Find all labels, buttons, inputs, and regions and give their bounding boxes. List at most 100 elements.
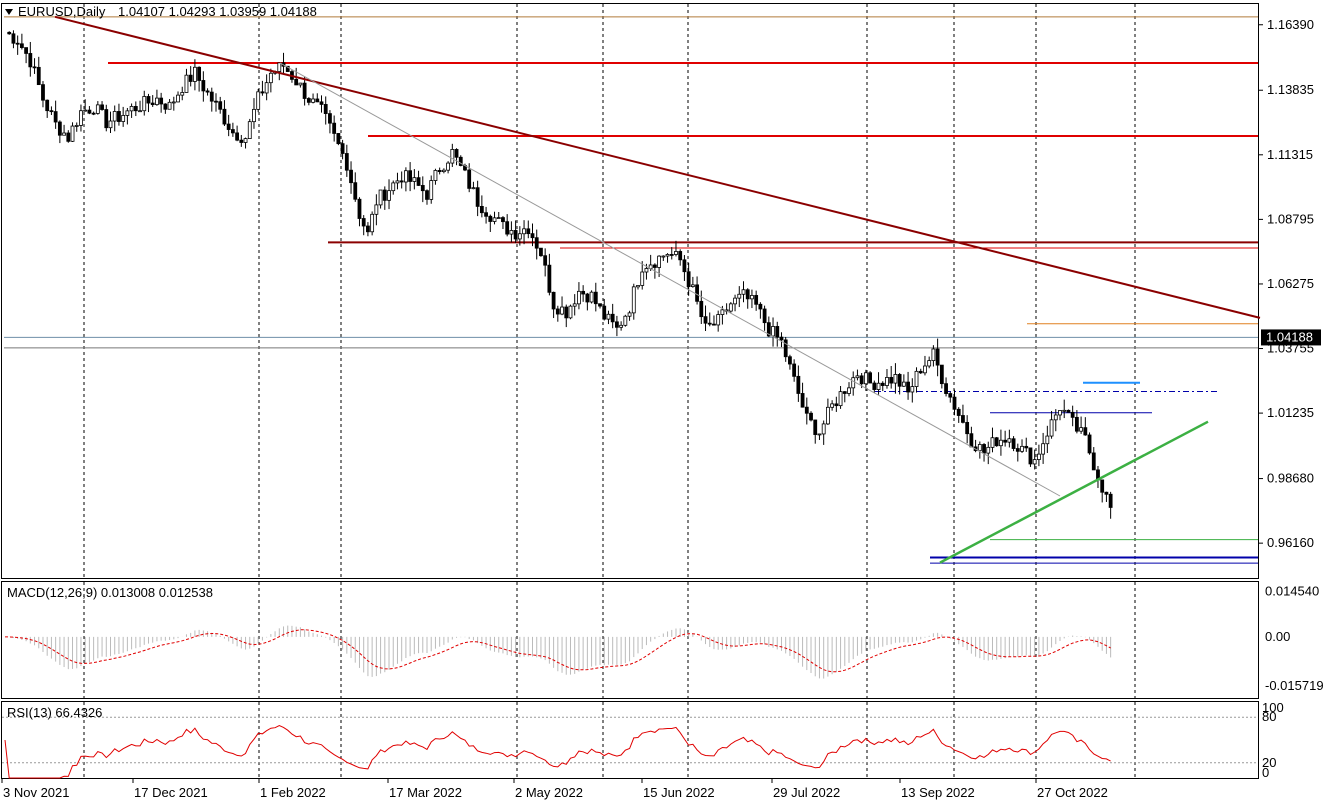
candle-body xyxy=(956,408,961,416)
candle-body xyxy=(615,321,619,328)
current-price-label: 1.04188 xyxy=(1266,329,1313,344)
candle-body xyxy=(446,162,451,171)
candle-body xyxy=(1037,453,1041,460)
candle-body xyxy=(1015,448,1020,452)
main-panel-frame xyxy=(1,3,1259,579)
candle-body xyxy=(387,190,391,201)
candle-body xyxy=(581,290,586,295)
candle-body xyxy=(150,102,155,106)
candle-body xyxy=(121,115,126,122)
candle-body xyxy=(897,374,902,387)
candle-body xyxy=(328,113,332,124)
candle-body xyxy=(108,120,113,129)
candle-body xyxy=(429,180,434,200)
candle-body xyxy=(885,377,889,386)
candle-body xyxy=(36,66,41,86)
price-tick-label: 1.06275 xyxy=(1267,276,1314,291)
candle-body xyxy=(817,433,822,436)
rsi-panel-frame xyxy=(1,701,1259,779)
candle-body xyxy=(138,110,142,113)
candle-body xyxy=(95,104,100,114)
candle-body xyxy=(437,170,442,173)
candle-body xyxy=(598,303,602,307)
candle-body xyxy=(712,323,716,326)
candle-body xyxy=(361,218,366,227)
candle-body xyxy=(754,295,759,305)
rsi-series xyxy=(2,716,1258,779)
candle-body xyxy=(804,406,809,414)
candle-body xyxy=(488,215,493,222)
candle-body xyxy=(53,111,58,123)
candle-body xyxy=(66,132,71,142)
triangle-down-icon[interactable] xyxy=(5,9,13,15)
candle-body xyxy=(906,381,910,393)
candle-body xyxy=(733,297,737,305)
candle-body xyxy=(707,322,712,325)
candle-body xyxy=(923,365,927,374)
candle-body xyxy=(366,225,370,233)
candle-body xyxy=(589,291,594,303)
candle-body xyxy=(517,233,522,240)
candle-body xyxy=(741,289,746,295)
trend-lines xyxy=(54,15,1261,564)
candle-body xyxy=(610,313,615,323)
candle-body xyxy=(631,286,636,314)
candle-body xyxy=(847,387,851,394)
time-tick-label: 2 May 2022 xyxy=(515,785,583,800)
candle-body xyxy=(640,271,645,286)
candle-body xyxy=(142,96,147,112)
candle-body xyxy=(577,290,581,305)
price-tick-label: 1.13835 xyxy=(1267,82,1314,97)
candle-body xyxy=(458,156,463,166)
candle-body xyxy=(412,177,417,182)
candle-body xyxy=(163,103,168,110)
candle-body xyxy=(496,217,501,219)
candle-body xyxy=(302,82,307,99)
candle-body xyxy=(311,98,315,103)
candle-body xyxy=(547,264,552,293)
candle-body xyxy=(931,348,936,362)
candle-body xyxy=(91,112,96,115)
candle-body xyxy=(479,206,484,214)
candle-body xyxy=(800,393,805,408)
candle-body xyxy=(555,308,560,315)
candle-body xyxy=(593,291,598,305)
candle-body xyxy=(298,82,303,86)
candle-body xyxy=(222,108,227,125)
candle-body xyxy=(235,132,240,141)
candle-body xyxy=(944,383,948,394)
support-resistance-lines xyxy=(4,16,1258,564)
candle-body xyxy=(349,169,353,184)
candle-body xyxy=(826,406,830,425)
candle-body xyxy=(382,189,387,201)
candle-body xyxy=(344,153,349,171)
candle-body xyxy=(357,198,362,219)
candle-body xyxy=(910,386,915,393)
candle-body xyxy=(543,255,548,266)
time-tick-label: 27 Oct 2022 xyxy=(1037,785,1108,800)
candle-body xyxy=(834,403,839,407)
symbol-label: EURUSD,Daily xyxy=(18,4,106,19)
candle-body xyxy=(155,97,159,106)
rsi-tick-label: 0 xyxy=(1262,765,1269,780)
candle-body xyxy=(167,101,172,110)
candle-body xyxy=(117,111,121,122)
candle-body xyxy=(256,91,261,110)
candle-body xyxy=(695,284,699,302)
candle-body xyxy=(336,133,341,145)
candle-body xyxy=(218,101,223,110)
candle-body xyxy=(1091,452,1096,471)
candle-body xyxy=(323,104,328,115)
candle-body xyxy=(560,306,564,315)
candle-body xyxy=(1079,427,1083,432)
candle-body xyxy=(914,370,919,387)
candle-body xyxy=(1100,479,1105,493)
candle-body xyxy=(1083,427,1088,436)
candle-body xyxy=(509,230,514,235)
downtrend-line xyxy=(54,15,1261,319)
candle-body xyxy=(699,300,704,318)
candle-body xyxy=(129,106,134,112)
candle-body xyxy=(568,305,573,319)
candle-body xyxy=(627,312,632,317)
